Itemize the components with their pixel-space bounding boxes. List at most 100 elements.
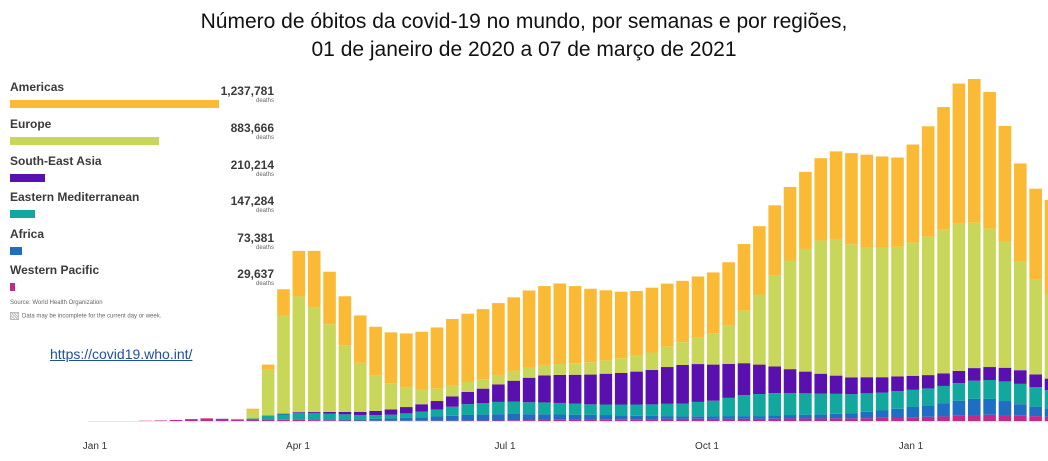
bar-segment-western-pacific bbox=[507, 420, 521, 421]
bar-segment-africa bbox=[1014, 404, 1027, 416]
bar-segment-south-east-asia bbox=[400, 407, 413, 414]
bar-segment-western-pacific bbox=[875, 417, 889, 421]
bar-segment-americas bbox=[277, 289, 290, 316]
bar-segment-africa bbox=[768, 415, 781, 419]
bar-segment-south-east-asia bbox=[1029, 374, 1042, 388]
bar-segment-south-east-asia bbox=[461, 391, 474, 405]
legend-bar bbox=[10, 137, 160, 145]
legend-value: 210,214 bbox=[230, 158, 274, 172]
bar-segment-eastern-mediterranean bbox=[645, 404, 659, 416]
bar-segment-americas bbox=[415, 331, 428, 390]
bar-segment-africa bbox=[261, 419, 275, 421]
bar-segment-western-pacific bbox=[630, 419, 643, 421]
bar-segment-eastern-mediterranean bbox=[952, 383, 966, 401]
bar-segment-south-east-asia bbox=[353, 411, 367, 415]
bar-segment-eastern-mediterranean bbox=[660, 403, 674, 417]
bar-segment-europe bbox=[446, 385, 459, 397]
bar-segment-africa bbox=[599, 415, 613, 420]
bar-segment-eastern-mediterranean bbox=[369, 415, 382, 419]
bar-segment-africa bbox=[246, 419, 260, 421]
bar-segment-south-east-asia bbox=[645, 370, 659, 405]
bar-segment-south-east-asia bbox=[814, 373, 828, 394]
bar-segment-eastern-mediterranean bbox=[568, 403, 582, 415]
bar-segment-western-pacific bbox=[492, 420, 505, 422]
x-tick-label: Apr 1 bbox=[286, 441, 310, 452]
bar-segment-south-east-asia bbox=[906, 375, 920, 390]
legend-item-western-pacific: Western Pacific 29,637 deaths bbox=[10, 263, 280, 299]
bar-segment-europe bbox=[384, 383, 398, 410]
bar-segment-eastern-mediterranean bbox=[1044, 390, 1048, 409]
bar-segment-south-east-asia bbox=[476, 388, 490, 404]
bar-segment-americas bbox=[400, 333, 413, 388]
bar-segment-americas bbox=[261, 364, 275, 370]
bar-segment-africa bbox=[906, 406, 920, 418]
bar-segment-south-east-asia bbox=[722, 363, 735, 398]
bar-segment-africa bbox=[415, 417, 428, 421]
bar-segment-south-east-asia bbox=[952, 370, 966, 384]
bar-segment-south-east-asia bbox=[783, 369, 797, 393]
bar-segment-western-pacific bbox=[937, 416, 950, 421]
bar-segment-africa bbox=[430, 416, 444, 421]
legend-item-africa: Africa 73,381 deaths bbox=[10, 227, 280, 263]
bar-segment-western-pacific bbox=[1044, 416, 1048, 421]
bar-segment-western-pacific bbox=[215, 418, 229, 421]
bar-segment-south-east-asia bbox=[983, 367, 996, 381]
bar-segment-south-east-asia bbox=[277, 413, 290, 415]
x-tick-label: Jul 1 bbox=[494, 441, 516, 452]
bar-segment-americas bbox=[522, 290, 536, 368]
bar-segment-eastern-mediterranean bbox=[430, 409, 444, 417]
bar-segment-western-pacific bbox=[154, 420, 167, 422]
bar-segment-africa bbox=[400, 417, 413, 421]
bar-segment-western-pacific bbox=[707, 418, 720, 421]
bar-segment-europe bbox=[400, 387, 413, 408]
bar-segment-eastern-mediterranean bbox=[476, 403, 490, 415]
bar-segment-europe bbox=[292, 296, 306, 413]
bar-segment-americas bbox=[461, 313, 474, 383]
bar-segment-europe bbox=[476, 379, 490, 389]
bar-segment-europe bbox=[338, 345, 352, 412]
bar-segment-eastern-mediterranean bbox=[522, 402, 536, 415]
bar-segment-americas bbox=[553, 283, 567, 365]
bar-segment-americas bbox=[538, 286, 551, 365]
bar-segment-western-pacific bbox=[891, 417, 904, 421]
bar-segment-western-pacific bbox=[200, 418, 214, 421]
bar-segment-americas bbox=[323, 271, 336, 325]
bar-segment-western-pacific bbox=[1029, 416, 1042, 421]
bar-segment-eastern-mediterranean bbox=[937, 385, 950, 404]
bar-segment-europe bbox=[691, 337, 705, 365]
bar-segment-south-east-asia bbox=[522, 377, 536, 403]
bar-segment-eastern-mediterranean bbox=[614, 404, 628, 416]
bar-segment-europe bbox=[353, 362, 367, 412]
legend-bar bbox=[10, 247, 23, 255]
bar-segment-western-pacific bbox=[614, 419, 628, 421]
who-link[interactable]: https://covid19.who.int/ bbox=[50, 346, 193, 362]
bar-segment-eastern-mediterranean bbox=[1014, 383, 1027, 405]
bar-segment-western-pacific bbox=[645, 419, 659, 421]
legend-unit: deaths bbox=[255, 172, 274, 178]
incomplete-data-text: Data may be incomplete for the current d… bbox=[22, 313, 162, 320]
bar-segment-south-east-asia bbox=[768, 366, 781, 394]
bar-segment-americas bbox=[860, 154, 874, 248]
bar-segment-south-east-asia bbox=[707, 364, 720, 401]
bar-segment-eastern-mediterranean bbox=[338, 414, 352, 420]
bar-segment-europe bbox=[952, 223, 966, 371]
bar-segment-eastern-mediterranean bbox=[553, 402, 567, 415]
bar-segment-south-east-asia bbox=[799, 371, 812, 394]
bar-segment-western-pacific bbox=[676, 418, 689, 421]
bar-segment-africa bbox=[614, 415, 628, 420]
bar-segment-europe bbox=[707, 333, 720, 365]
bar-segment-africa bbox=[829, 413, 843, 419]
bar-segment-western-pacific bbox=[584, 419, 597, 421]
source-note: Source: World Health Organization bbox=[10, 300, 103, 306]
bar-segment-americas bbox=[952, 83, 966, 224]
hatch-swatch-icon bbox=[10, 312, 19, 320]
bar-segment-americas bbox=[630, 291, 643, 356]
legend-unit: deaths bbox=[255, 98, 274, 104]
bar-segment-eastern-mediterranean bbox=[292, 412, 306, 420]
bar-segment-africa bbox=[1029, 406, 1042, 417]
bar-segment-americas bbox=[983, 91, 996, 229]
bar-segment-americas bbox=[568, 286, 582, 364]
bar-segment-europe bbox=[538, 364, 551, 376]
bar-segment-western-pacific bbox=[860, 418, 874, 421]
bar-segment-africa bbox=[937, 403, 950, 417]
